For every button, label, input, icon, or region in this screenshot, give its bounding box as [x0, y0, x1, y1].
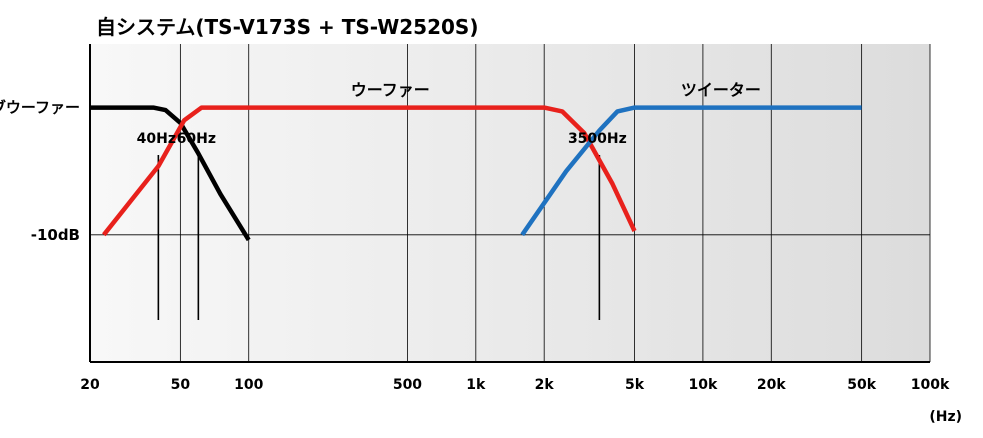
text-layer: 自システム(TS-V173S + TS-W2520S) (Hz) 20 50 100…: [0, 15, 962, 425]
crossover-marker-label: 40Hz: [137, 131, 176, 147]
series-line: [102, 105, 637, 237]
series-label: ツイーター: [681, 81, 761, 100]
y-tick-label: サブウーファー: [0, 99, 80, 117]
series-layer: [90, 105, 862, 242]
x-tick-label: 5k: [625, 377, 645, 393]
crossover-marker-layer: [157, 155, 601, 320]
axis-layer: [89, 44, 930, 363]
x-tick-label: 1k: [466, 377, 486, 393]
x-tick-label: 500: [393, 377, 422, 393]
x-tick-label: 50k: [847, 377, 876, 393]
x-tick-label: 100: [234, 377, 263, 393]
crossover-marker-label: 60Hz: [177, 131, 216, 147]
x-axis-unit-label: (Hz): [929, 409, 962, 425]
chart-title: 自システム(TS-V173S + TS-W2520S): [96, 15, 478, 39]
x-tick-label: 20: [80, 377, 100, 393]
x-tick-label: 2k: [535, 377, 555, 393]
x-tick-label: 10k: [689, 377, 718, 393]
series-label: ウーファー: [351, 81, 430, 100]
series-line: [520, 105, 862, 237]
y-tick-label: -10dB: [31, 226, 80, 244]
x-tick-label: 50: [171, 377, 191, 393]
crossover-marker-label: 3500Hz: [568, 131, 627, 147]
x-tick-label: 100k: [911, 377, 950, 393]
plot-background: [90, 44, 930, 362]
x-tick-label: 20k: [757, 377, 786, 393]
